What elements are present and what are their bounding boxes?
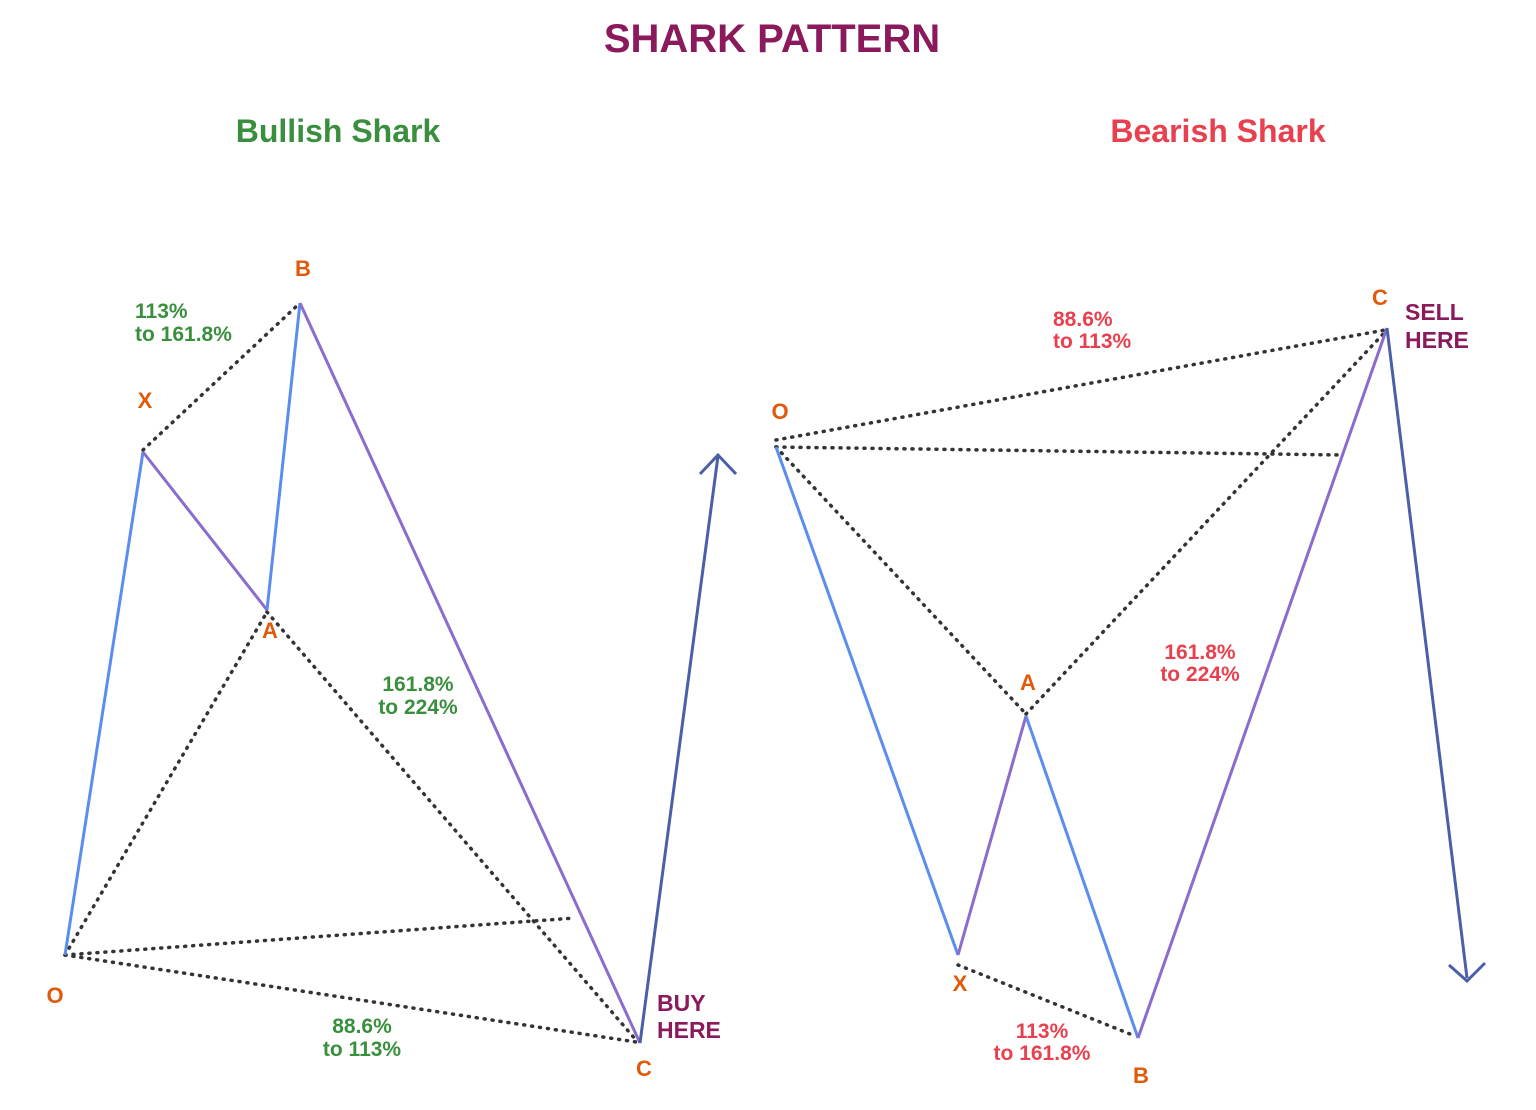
point-label: X <box>953 971 968 996</box>
point-label: A <box>1020 670 1036 695</box>
bearish-panel: Bearish Shark O X A B C 113% to 161.8% 1… <box>771 113 1487 1088</box>
ratio-label: to 161.8% <box>135 323 232 346</box>
panel-title: Bearish Shark <box>1110 113 1325 149</box>
arrow-head <box>1448 961 1487 984</box>
point-label: B <box>295 256 311 281</box>
point-label: C <box>636 1056 652 1081</box>
ratio-label: 113% <box>1016 1020 1069 1043</box>
panel-title: Bullish Shark <box>236 113 441 149</box>
ratio-label: to 161.8% <box>994 1042 1091 1065</box>
action-label: HERE <box>657 1017 721 1043</box>
point-label: B <box>1133 1063 1149 1088</box>
point-label: X <box>138 388 153 413</box>
bullish-panel: Bullish Shark O X A B C 113% to 161.8% 1… <box>46 113 738 1081</box>
ratio-label: 88.6% <box>332 1015 392 1038</box>
action-label: SELL <box>1405 299 1464 325</box>
leg <box>298 302 642 1044</box>
point-label: A <box>262 618 278 643</box>
leg <box>1136 327 1389 1039</box>
dotted-lines <box>774 328 1387 1038</box>
action-label: BUY <box>657 990 706 1016</box>
leg <box>774 446 960 956</box>
ratio-label: 113% <box>135 300 188 323</box>
point-label: O <box>771 399 788 424</box>
ratio-label: to 113% <box>323 1038 402 1061</box>
arrow <box>1385 327 1469 979</box>
dotted-lines <box>63 301 638 1044</box>
title: SHARK PATTERN <box>604 17 940 61</box>
leg <box>265 302 302 611</box>
leg <box>956 715 1028 956</box>
ratio-label: 161.8% <box>382 673 454 696</box>
arrow-head <box>698 452 738 476</box>
ratio-label: to 224% <box>1160 663 1240 686</box>
ratio-label: 88.6% <box>1053 308 1113 331</box>
leg <box>1024 715 1140 1039</box>
ratio-label: to 224% <box>378 696 458 719</box>
action-label: HERE <box>1405 327 1469 353</box>
ratio-label: to 113% <box>1053 330 1132 353</box>
leg <box>141 451 269 611</box>
ratio-label: 161.8% <box>1164 641 1236 664</box>
point-label: O <box>46 983 63 1008</box>
leg <box>63 451 145 956</box>
point-label: C <box>1372 285 1388 310</box>
arrow <box>638 455 720 1044</box>
